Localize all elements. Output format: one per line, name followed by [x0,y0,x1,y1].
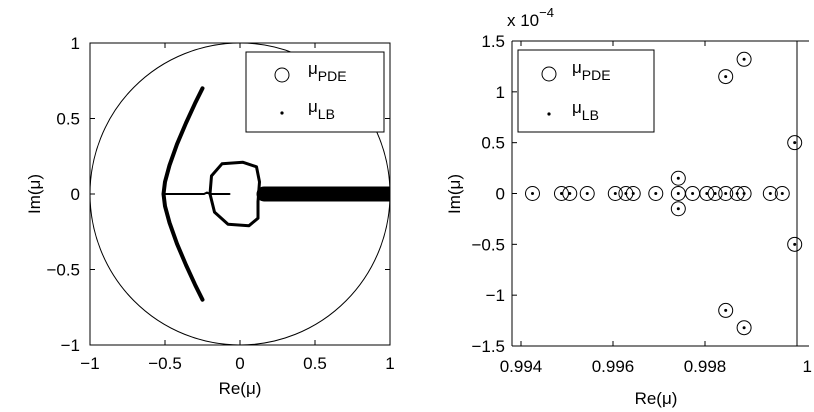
right-legend-dot-marker [547,112,551,116]
lb-eigenvalue-point [780,192,784,195]
lb-curve-left-arc [161,86,205,302]
right-legend-entry-pde: μPDE [572,58,611,83]
left-legend-entry-lb: μLB [308,97,335,122]
x-tick-label: −0.5 [148,354,182,373]
left-panel: −1 −0.5 0 0.5 1 −1 −0.5 0 0.5 1 Re(μ) Im(μ) μPDE … [25,34,395,398]
pde-eigenvalue-point [736,186,752,201]
y-tick-label: −1 [486,286,505,305]
pde-eigenvalue-point [562,186,578,201]
y-tick-label: 0 [71,185,80,204]
y-tick-label: −1 [61,336,80,355]
y-tick-label: −0.5 [471,235,505,254]
pde-eigenvalue-point [787,236,803,252]
right-x-axis-label: Re(μ) [635,389,678,408]
pde-eigenvalue-point [648,186,664,201]
lb-eigenvalue-point [676,207,680,211]
pde-eigenvalue-point [774,186,790,201]
lb-eigenvalue-point [713,192,717,195]
left-x-axis-label: Re(μ) [219,379,262,398]
x-tick-label: 1 [803,357,812,376]
lb-eigenvalue-point [724,192,728,195]
x-tick-label: −1 [80,354,99,373]
right-legend-circle-marker [541,66,557,82]
right-ticks: 0.994 0.996 0.998 1 −1.5 −1 −0.5 0 0.5 1 1.5 [471,32,812,376]
pde-eigenvalue-point [625,186,641,201]
pde-eigenvalue-point [718,69,734,85]
y-tick-label: 1.5 [481,32,505,51]
right-legend-box [517,49,655,133]
y-tick-label: 0.5 [56,110,80,129]
lb-curve-inner-line [164,191,231,195]
x-tick-label: 0.996 [592,357,635,376]
right-y-axis-label: Im(μ) [445,174,464,214]
lb-eigenvalue-point [531,192,534,195]
x-tick-label: 0.998 [684,357,727,376]
left-plot-data [90,43,390,345]
lb-eigenvalue-point [676,192,680,195]
right-y-scale-label: x 10−4 [507,5,554,30]
lb-eigenvalue-point [724,75,728,79]
left-legend-circle-marker [274,67,290,83]
lb-eigenvalue-point [742,192,746,195]
y-tick-label: 0.5 [481,134,505,153]
x-tick-label: 0 [235,354,244,373]
lb-eigenvalue-point [654,192,658,195]
y-tick-label: 1 [496,83,505,102]
left-legend-entry-pde: μPDE [308,59,347,84]
left-legend-box [245,51,385,133]
pde-eigenvalue-point [736,320,752,336]
pde-eigenvalue-point [762,186,778,201]
lb-eigenvalue-point [768,192,772,195]
lb-eigenvalue-point [585,192,589,195]
lb-eigenvalue-point [613,192,617,195]
pde-eigenvalue-point [718,186,734,201]
lb-eigenvalue-point [742,326,746,330]
left-ticks: −1 −0.5 0 0.5 1 −1 −0.5 0 0.5 1 [46,34,394,373]
lb-eigenvalue-point [793,242,797,246]
left-legend-dot-marker [280,111,284,115]
lb-eigenvalue-point [676,176,680,180]
lb-eigenvalue-point [631,192,635,195]
y-tick-label: 0 [496,185,505,204]
y-tick-label: −0.5 [46,261,80,280]
pde-eigenvalue-point [736,51,752,67]
lb-eigenvalue-point [705,192,709,195]
y-tick-label: 1 [71,34,80,53]
lb-eigenvalue-point [691,192,695,195]
lb-eigenvalue-point [793,141,797,145]
right-legend-entry-lb: μLB [572,98,599,123]
pde-eigenvalue-point [787,135,803,151]
pde-eigenvalue-point [607,186,623,201]
left-legend: μPDE μLB [245,51,385,133]
y-tick-label: −1.5 [471,337,505,356]
left-y-axis-label: Im(μ) [25,174,44,214]
pde-eigenvalue-point [718,302,734,318]
lb-eigenvalue-point [724,308,728,312]
lb-eigenvalue-point [742,57,746,61]
pde-eigenvalue-point [670,170,686,186]
pde-eigenvalue-point [579,186,595,201]
right-panel: 0.994 0.996 0.998 1 −1.5 −1 −0.5 0 0.5 1 1.5 x 10−… [445,5,812,408]
right-legend: μPDE μLB [517,49,655,133]
pde-eigenvalue-point [707,186,723,201]
pde-eigenvalue-point [525,186,540,201]
pde-eigenvalue-point [670,201,686,217]
lb-eigenvalue-point [559,192,563,195]
right-plot-data [525,41,803,346]
x-tick-label: 0.994 [500,357,543,376]
lb-eigenvalue-point [568,192,572,195]
x-tick-label: 0.5 [303,354,327,373]
x-tick-label: 1 [385,354,394,373]
